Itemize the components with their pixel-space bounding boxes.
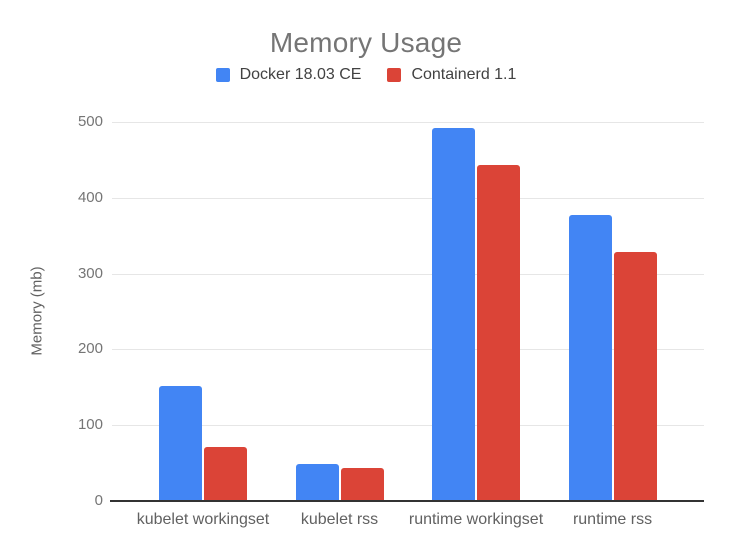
gridline-100: [112, 425, 704, 427]
bar-containerd-1-1-kubelet-rss: [340, 468, 384, 501]
y-tick-label-500: 500: [77, 113, 103, 130]
y-tick-label-200: 200: [77, 340, 103, 358]
legend-swatch-docker-icon: [215, 68, 230, 82]
x-axis-label-runtime-rss: runtime rss: [572, 511, 653, 528]
gridline-400: [112, 197, 704, 199]
chart-legend: Docker 18.03 CE Containerd 1.1: [0, 66, 732, 84]
y-tick-label-100: 100: [77, 416, 103, 434]
bar-docker-18-03-ce-runtime-rss: [568, 215, 612, 501]
x-axis-label-runtime-workingset: runtime workingset: [408, 511, 544, 528]
bar-docker-18-03-ce-runtime-workingset: [432, 128, 475, 501]
y-tick-label-300: 300: [77, 264, 103, 282]
x-axis-label-kubelet-workingset: kubelet workingset: [136, 511, 270, 528]
gridline-500: [112, 122, 704, 123]
bar-containerd-1-1-runtime-workingset: [477, 165, 520, 501]
bar-containerd-1-1-kubelet-workingset: [204, 447, 247, 501]
chart-title: Memory Usage: [269, 27, 463, 58]
legend-item-docker: Docker 18.03 CE: [215, 66, 362, 84]
bar-docker-18-03-ce-kubelet-rss: [295, 463, 339, 501]
y-tick-label-0: 0: [94, 492, 103, 509]
x-axis-line: [110, 500, 704, 502]
legend-label-containerd: Containerd 1.1: [411, 66, 517, 83]
y-tick-label-400: 400: [77, 188, 103, 206]
gridline-200: [112, 349, 704, 351]
bar-docker-18-03-ce-kubelet-workingset: [159, 385, 202, 501]
legend-item-containerd: Containerd 1.1: [387, 66, 516, 84]
legend-label-docker: Docker 18.03 CE: [239, 66, 362, 83]
x-axis-label-kubelet-rss: kubelet rss: [300, 511, 379, 528]
legend-swatch-containerd-icon: [387, 68, 402, 82]
bar-containerd-1-1-runtime-rss: [613, 252, 657, 501]
gridline-300: [112, 273, 704, 275]
